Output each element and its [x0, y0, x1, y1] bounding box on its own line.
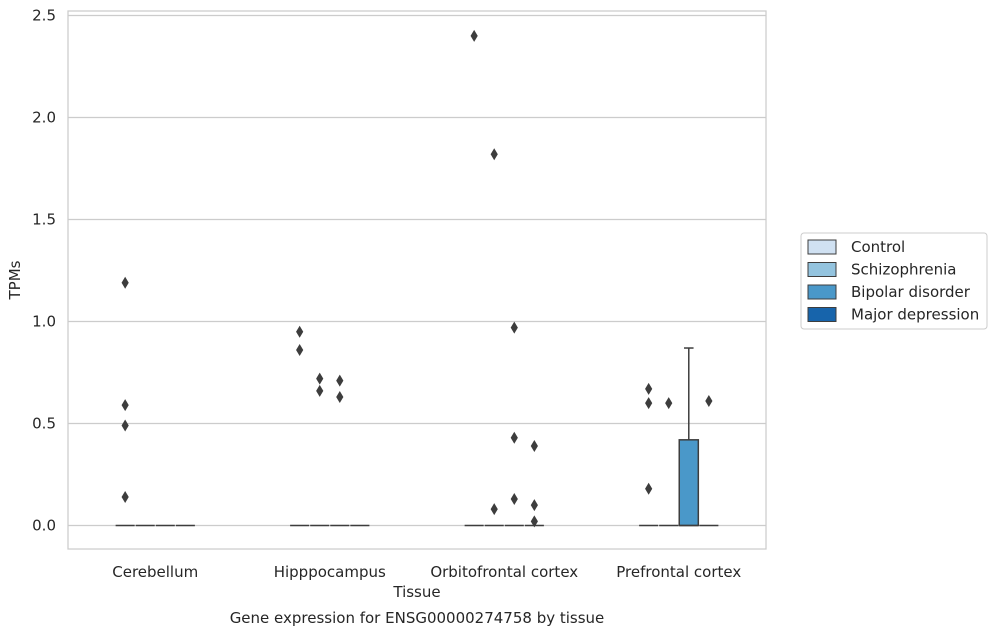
outlier-point: [336, 390, 344, 403]
legend-swatch: [807, 307, 837, 322]
outliers-layer: [121, 29, 713, 528]
outlier-point: [705, 395, 713, 408]
legend-label: Control: [851, 238, 905, 256]
legend-label: Schizophrenia: [851, 261, 956, 279]
x-axis-label: Tissue: [392, 583, 440, 601]
outlier-point: [510, 431, 518, 444]
x-axis-ticks: Cerebellum Hipppocampus Orbitofrontal cort…: [112, 563, 741, 581]
outlier-point: [510, 492, 518, 505]
x-tick-label: Cerebellum: [112, 563, 198, 581]
legend-swatch: [807, 262, 837, 277]
plot-area-frame: [67, 10, 767, 550]
y-axis-ticks: 0.0 0.5 1.0 1.5 2.0 2.5: [32, 7, 56, 535]
outlier-point: [490, 148, 498, 161]
legend-swatch: [807, 284, 837, 300]
y-tick-label: 1.5: [32, 211, 56, 229]
outlier-point: [645, 382, 653, 395]
outlier-point: [316, 384, 324, 397]
boxes-layer: [115, 347, 719, 527]
outlier-point: [296, 325, 304, 338]
outlier-point: [530, 515, 538, 528]
y-tick-label: 1.0: [32, 313, 56, 331]
outlier-point: [296, 344, 304, 357]
outlier-point: [121, 276, 129, 289]
legend: Control Schizophrenia Bipolar disorder Majo…: [800, 232, 988, 330]
outlier-point: [665, 397, 673, 410]
legend-label: Bipolar disorder: [851, 283, 971, 301]
y-tick-label: 0.5: [32, 415, 56, 433]
y-tick-label: 0.0: [32, 517, 56, 535]
y-tick-label: 2.0: [32, 109, 56, 127]
box-body: [678, 439, 700, 527]
legend-frame: [800, 232, 988, 330]
gridlines: [68, 14, 766, 527]
outlier-point: [510, 321, 518, 334]
outlier-point: [121, 419, 129, 432]
legend-swatch: [807, 239, 837, 255]
outlier-point: [490, 503, 498, 516]
outlier-point: [645, 397, 653, 410]
outlier-point: [530, 439, 538, 452]
legend-label: Major depression: [851, 306, 979, 324]
box-bipolar-disorder: [678, 347, 700, 527]
x-tick-label: Hipppocampus: [274, 563, 386, 581]
x-tick-label: Prefrontal cortex: [616, 563, 741, 581]
x-tick-label: Orbitofrontal cortex: [430, 563, 578, 581]
outlier-point: [121, 490, 129, 503]
y-tick-label: 2.5: [32, 7, 56, 25]
chart-caption: Gene expression for ENSG00000274758 by t…: [230, 609, 605, 627]
outlier-point: [121, 399, 129, 412]
outlier-point: [470, 29, 478, 42]
outlier-point: [645, 482, 653, 495]
y-axis-label: TPMs: [6, 260, 24, 300]
outlier-point: [336, 374, 344, 387]
outlier-point: [316, 372, 324, 385]
outlier-point: [530, 499, 538, 512]
